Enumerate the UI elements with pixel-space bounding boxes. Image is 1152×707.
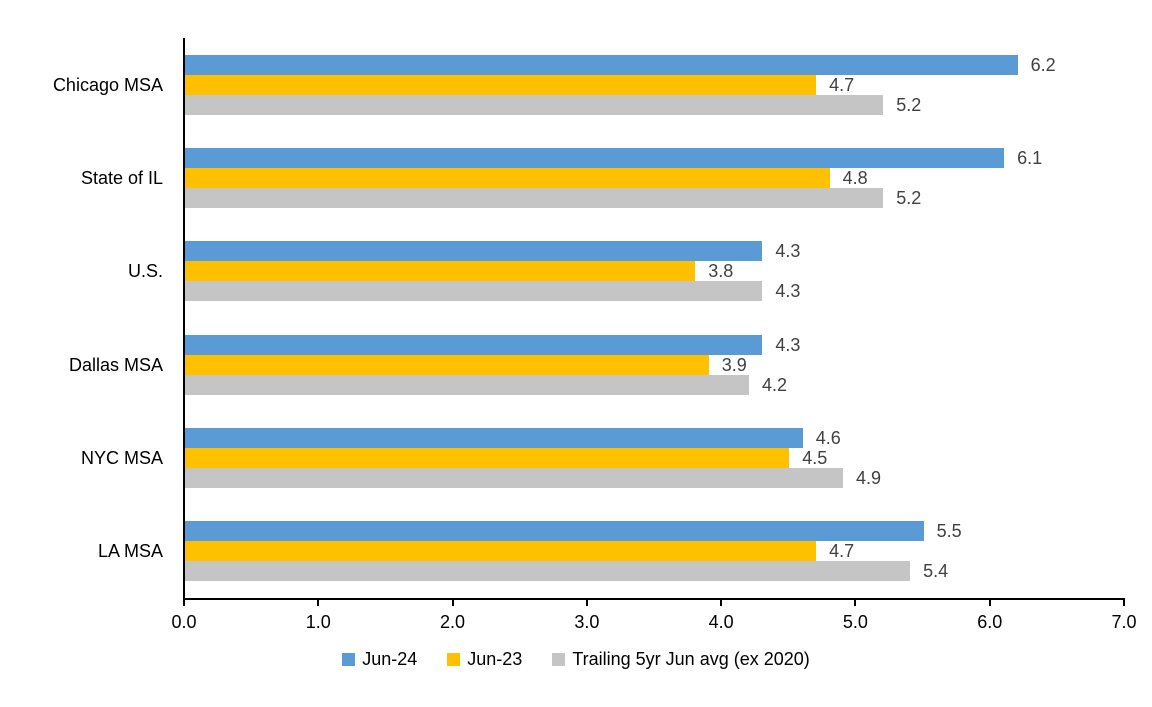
legend-swatch-icon [342, 653, 356, 666]
bar-jun-23 [185, 354, 709, 375]
tick-label: 5.0 [842, 612, 868, 632]
tick-label: 0.0 [171, 612, 197, 632]
category-label: Chicago MSA [52, 74, 163, 95]
bar-jun-23 [185, 168, 830, 188]
value-label: 4.7 [829, 74, 855, 95]
bar-trailing-5yr-jun-avg-ex-2020- [185, 468, 843, 488]
tick-label: 6.0 [977, 612, 1003, 632]
tick-label: 1.0 [305, 612, 331, 632]
bar-jun-23 [185, 74, 817, 95]
legend-swatch-icon [447, 653, 461, 666]
tick-label: 3.0 [574, 612, 600, 632]
value-label: 4.2 [762, 374, 788, 395]
tick-mark [988, 598, 991, 606]
tick-label: 4.0 [708, 612, 734, 632]
category-label: Dallas MSA [68, 354, 163, 375]
bar-jun-23 [185, 261, 696, 282]
value-label: 3.9 [721, 354, 747, 375]
tick-label: 7.0 [1111, 612, 1137, 632]
value-label: 4.3 [775, 334, 801, 355]
bar-trailing-5yr-jun-avg-ex-2020- [185, 94, 884, 115]
bar-jun-24 [185, 54, 1018, 75]
value-label: 4.3 [775, 281, 801, 302]
category-label: State of IL [80, 168, 163, 188]
bar-jun-24 [185, 334, 763, 355]
bar-trailing-5yr-jun-avg-ex-2020- [185, 281, 763, 302]
bar-jun-24 [185, 428, 803, 448]
legend-label: Jun-24 [362, 649, 418, 669]
value-label: 4.8 [842, 168, 868, 188]
tick-mark [585, 598, 588, 606]
bar-trailing-5yr-jun-avg-ex-2020- [185, 188, 884, 208]
tick-mark [854, 598, 857, 606]
bar-trailing-5yr-jun-avg-ex-2020- [185, 561, 911, 582]
value-label: 6.2 [1030, 54, 1056, 75]
value-label: 5.5 [936, 521, 962, 542]
value-label: 5.2 [896, 188, 922, 208]
value-label: 6.1 [1017, 148, 1043, 168]
tick-mark [1123, 598, 1125, 606]
value-label: 4.9 [856, 468, 882, 488]
bar-jun-24 [185, 241, 763, 262]
tick-label: 2.0 [440, 612, 466, 632]
legend-label: Jun-23 [467, 649, 523, 669]
value-label: 4.7 [829, 541, 855, 562]
value-label: 3.8 [708, 261, 734, 282]
category-label: U.S. [127, 261, 163, 282]
value-label: 4.6 [815, 428, 841, 448]
legend: Jun-24 Jun-23 Trailing 5yr Jun avg (ex 202… [0, 649, 1152, 670]
tick-mark [317, 598, 320, 606]
category-label: LA MSA [97, 541, 163, 562]
value-label: 4.3 [775, 241, 801, 262]
tick-mark [720, 598, 723, 606]
legend-item: Jun-23 [447, 649, 522, 670]
legend-label: Trailing 5yr Jun avg (ex 2020) [572, 649, 810, 669]
value-label: 4.5 [802, 448, 828, 468]
legend-item: Trailing 5yr Jun avg (ex 2020) [552, 649, 810, 670]
tick-mark [183, 598, 185, 606]
plot-area [183, 38, 1125, 600]
value-label: 5.2 [896, 94, 922, 115]
legend-item: Jun-24 [342, 649, 417, 670]
value-label: 5.4 [923, 561, 949, 582]
bar-jun-23 [185, 541, 817, 562]
category-label: NYC MSA [80, 448, 163, 468]
bar-jun-23 [185, 448, 790, 468]
legend-swatch-icon [552, 653, 566, 666]
bar-jun-24 [185, 521, 924, 542]
bar-trailing-5yr-jun-avg-ex-2020- [185, 374, 749, 395]
tick-mark [451, 598, 454, 606]
bar-jun-24 [185, 148, 1005, 168]
